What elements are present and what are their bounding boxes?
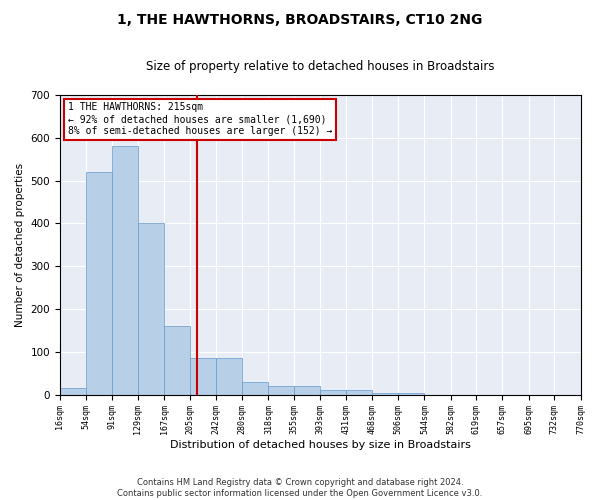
Bar bbox=[320, 390, 346, 394]
Title: Size of property relative to detached houses in Broadstairs: Size of property relative to detached ho… bbox=[146, 60, 494, 73]
X-axis label: Distribution of detached houses by size in Broadstairs: Distribution of detached houses by size … bbox=[170, 440, 470, 450]
Bar bbox=[268, 386, 294, 394]
Bar bbox=[112, 146, 138, 394]
Bar bbox=[86, 172, 112, 394]
Text: 1, THE HAWTHORNS, BROADSTAIRS, CT10 2NG: 1, THE HAWTHORNS, BROADSTAIRS, CT10 2NG bbox=[118, 12, 482, 26]
Bar bbox=[164, 326, 190, 394]
Bar bbox=[294, 386, 320, 394]
Bar bbox=[372, 392, 398, 394]
Bar bbox=[60, 388, 86, 394]
Text: 1 THE HAWTHORNS: 215sqm
← 92% of detached houses are smaller (1,690)
8% of semi-: 1 THE HAWTHORNS: 215sqm ← 92% of detache… bbox=[68, 102, 332, 136]
Bar bbox=[346, 390, 372, 394]
Bar bbox=[216, 358, 242, 394]
Bar bbox=[242, 382, 268, 394]
Text: Contains HM Land Registry data © Crown copyright and database right 2024.
Contai: Contains HM Land Registry data © Crown c… bbox=[118, 478, 482, 498]
Bar bbox=[138, 224, 164, 394]
Bar bbox=[190, 358, 216, 394]
Y-axis label: Number of detached properties: Number of detached properties bbox=[15, 163, 25, 327]
